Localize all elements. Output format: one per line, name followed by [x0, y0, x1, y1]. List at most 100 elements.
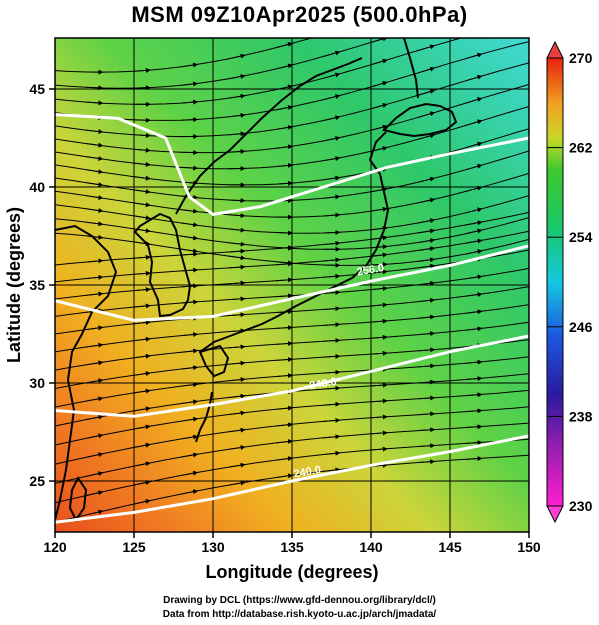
contour-line: [55, 244, 529, 322]
wind-arrow: [323, 50, 341, 57]
colorbar-tick-label: 246: [569, 319, 593, 335]
x-tick-label: 140: [359, 539, 383, 555]
wind-arrow: [133, 215, 151, 221]
coastline-china: [55, 224, 118, 521]
wind-arrow: [418, 176, 436, 183]
wind-arrow: [276, 180, 293, 186]
wind-arrow: [133, 388, 151, 394]
wind-arrow: [181, 165, 199, 171]
wind-arrow: [276, 405, 293, 411]
wind-arrow: [86, 208, 104, 214]
colorbar: 230 238 246 254 262 270: [546, 40, 593, 524]
wind-arrow: [418, 89, 436, 96]
wind-arrow: [181, 434, 199, 440]
wind-arrow: [418, 246, 436, 252]
contour-line: [55, 113, 529, 216]
wind-arrow: [418, 263, 436, 269]
wind-arrow: [276, 422, 293, 428]
wind-arrow: [228, 296, 246, 302]
wind-arrow: [86, 325, 104, 331]
wind-arrow: [228, 131, 246, 137]
wind-arrow: [323, 353, 341, 359]
wind-arrow: [418, 197, 436, 204]
wind-arrow: [228, 264, 246, 270]
wind-arrow: [323, 156, 341, 162]
wind-arrow: [418, 395, 436, 401]
wind-arrow: [133, 85, 151, 91]
wind-arrow: [323, 115, 341, 121]
wind-arrow: [323, 467, 341, 473]
wind-arrow: [86, 396, 104, 402]
wind-arrow: [133, 353, 151, 359]
wind-arrow: [323, 338, 341, 344]
wind-arrow: [465, 292, 483, 297]
coastline-korea: [133, 212, 192, 318]
wind-arrow: [465, 52, 483, 60]
contour-label: 248.0: [308, 376, 337, 393]
wind-arrow: [181, 117, 199, 123]
wind-arrow: [323, 450, 341, 456]
wind-arrow: [86, 414, 104, 420]
wind-arrow: [465, 456, 483, 462]
wind-arrow: [465, 238, 483, 244]
wind-arrow: [418, 347, 436, 353]
x-tick-label: 120: [43, 539, 67, 555]
contour-lines: [55, 113, 529, 524]
x-tick-label: 135: [280, 539, 304, 555]
coastline-kyushu: [198, 344, 230, 378]
wind-arrow: [181, 348, 199, 354]
wind-arrow: [418, 66, 436, 74]
wind-arrow: [323, 417, 341, 423]
wind-arrow: [370, 414, 388, 420]
wind-arrow: [418, 44, 436, 51]
wind-arrow: [323, 385, 341, 391]
wind-arrow: [370, 102, 388, 110]
wind-arrow: [465, 207, 483, 214]
wind-arrow: [418, 238, 436, 244]
wind-arrow: [276, 277, 293, 283]
credit-data: Data from http://database.rish.kyoto-u.a…: [162, 609, 437, 620]
wind-arrow: [465, 424, 483, 430]
wind-arrow: [228, 480, 246, 486]
wind-arrow: [228, 393, 246, 399]
wind-arrow: [86, 342, 104, 348]
wind-arrow: [323, 306, 341, 312]
wind-arrow: [133, 161, 151, 167]
wind-arrow: [370, 58, 388, 66]
wind-arrow: [466, 32, 482, 36]
wind-arrow: [276, 473, 293, 479]
y-tick-label: 40: [29, 179, 45, 195]
y-axis-ticks: 25 30 35 40 45: [29, 81, 55, 489]
wind-arrow: [86, 100, 104, 106]
wind-arrow: [228, 53, 246, 60]
wind-arrow: [323, 212, 341, 218]
wind-arrow: [370, 124, 388, 131]
colorbar-gradient: [546, 57, 564, 507]
wind-arrow: [370, 318, 388, 324]
wind-arrow: [370, 269, 388, 275]
wind-arrow: [86, 129, 104, 134]
wind-arrow: [276, 357, 293, 363]
wind-arrow: [228, 93, 246, 99]
wind-arrow: [465, 249, 483, 255]
wind-arrow: [228, 149, 246, 155]
contour-labels: 256.0 248.0 240.0: [293, 262, 385, 481]
wind-arrow: [181, 235, 199, 241]
wind-arrow: [418, 280, 436, 286]
wind-arrow: [276, 439, 293, 445]
wind-arrow: [323, 434, 341, 440]
wind-arrow: [86, 509, 104, 516]
wind-arrow: [418, 331, 436, 337]
wind-arrow: [133, 406, 151, 412]
wind-arrow: [228, 410, 246, 416]
wind-arrow: [133, 336, 151, 342]
wind-arrow: [133, 202, 151, 208]
wind-arrow: [323, 257, 341, 263]
wind-arrow: [228, 344, 246, 350]
wind-arrow: [370, 382, 388, 388]
contour-label: 256.0: [356, 262, 385, 279]
wind-arrow: [86, 221, 104, 227]
wind-arrow: [323, 135, 341, 142]
wind-arrow: [323, 322, 341, 328]
wind-arrow: [324, 30, 340, 35]
